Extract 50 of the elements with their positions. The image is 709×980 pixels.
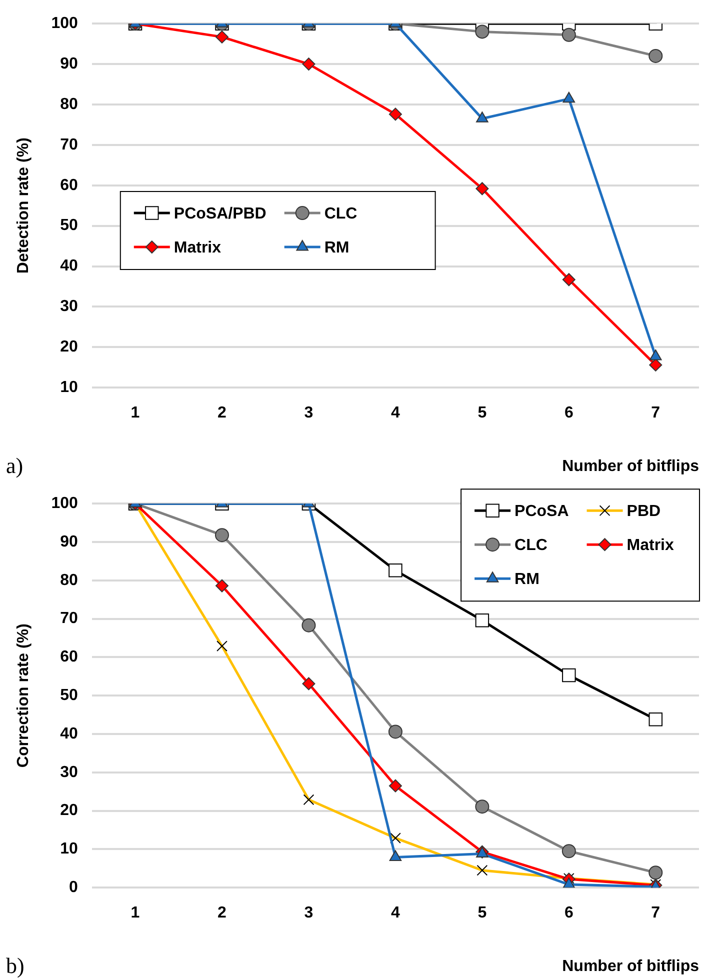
y-tick-label: 20: [60, 338, 78, 356]
x-tick-label: 6: [564, 404, 574, 422]
legend-label: RM: [514, 571, 540, 588]
y-tick-label: 50: [60, 687, 78, 704]
y-axis-title: Detection rate (%): [15, 138, 32, 274]
x-tick-label: 5: [478, 904, 487, 922]
y-tick-label: 100: [51, 15, 78, 32]
y-tick-label: 90: [60, 533, 78, 550]
y-tick-label: 40: [60, 725, 78, 742]
legend-label: PBD: [626, 503, 661, 520]
legend-label: PCoSA/PBD: [174, 205, 266, 222]
x-tick-label: 2: [218, 404, 227, 422]
text: a): [6, 452, 24, 478]
x-tick-label: 5: [478, 404, 487, 422]
y-tick-label: 80: [60, 96, 78, 113]
y-tick-label: 10: [60, 379, 78, 396]
y-tick-label: 60: [60, 176, 78, 194]
legend-label: PCoSA: [514, 503, 570, 520]
legend-label: RM: [324, 239, 350, 256]
x-tick-label: 4: [390, 904, 400, 922]
y-tick-label: 30: [60, 298, 78, 316]
y-tick-label: 0: [68, 879, 78, 896]
x-tick-label: 3: [304, 904, 314, 922]
y-tick-label: 100: [51, 495, 78, 512]
y-tick-label: 40: [60, 258, 78, 275]
text: b): [6, 952, 24, 978]
x-tick-label: 4: [390, 404, 400, 422]
legend-label: Matrix: [626, 537, 674, 554]
x-tick-label: 7: [651, 404, 660, 422]
y-tick-label: 70: [60, 136, 78, 154]
legend-label: CLC: [324, 205, 358, 222]
x-tick-label: 6: [564, 904, 574, 922]
y-tick-label: 30: [60, 764, 78, 781]
y-tick-label: 20: [60, 802, 78, 820]
x-tick-label: 7: [651, 904, 660, 922]
x-tick-label: 2: [218, 904, 227, 922]
x-axis-title: Number of bitflips: [562, 958, 700, 975]
x-tick-label: 1: [130, 904, 140, 922]
x-tick-label: 1: [130, 404, 140, 422]
y-tick-label: 90: [60, 55, 78, 72]
y-tick-label: 80: [60, 572, 78, 589]
x-axis-title: Number of bitflips: [562, 458, 700, 475]
y-tick-label: 10: [60, 840, 78, 858]
y-tick-label: 50: [60, 217, 78, 234]
legend-label: Matrix: [174, 239, 222, 256]
legend-label: CLC: [514, 537, 548, 554]
x-tick-label: 3: [304, 404, 314, 422]
y-axis-title: Correction rate (%): [15, 624, 32, 768]
y-tick-label: 60: [60, 648, 78, 666]
y-tick-label: 70: [60, 610, 78, 628]
